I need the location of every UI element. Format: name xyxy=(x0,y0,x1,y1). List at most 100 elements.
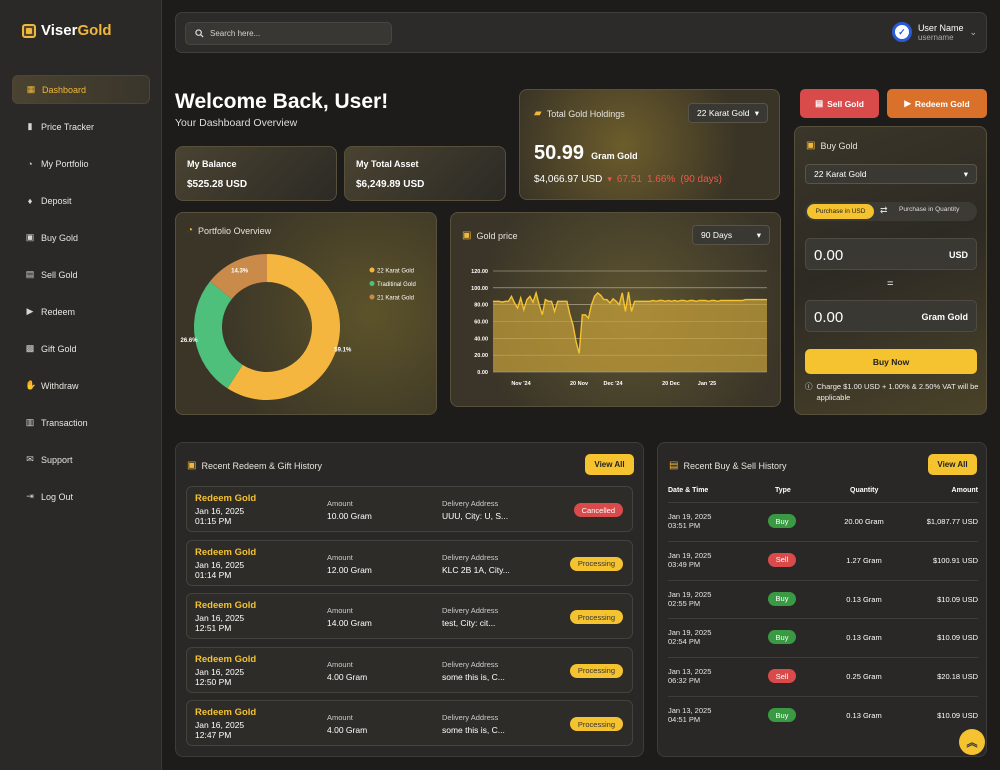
list-item[interactable]: Redeem Gold Jan 16, 2025 01:15 PM Amount 10.… xyxy=(186,486,633,532)
logo[interactable]: Viser Gold xyxy=(22,22,112,39)
y-tick-label: 40.00 xyxy=(474,336,488,342)
buy-select-value: 22 Karat Gold xyxy=(814,169,867,179)
tx-time: 02:54 PM xyxy=(668,637,701,647)
tx-datetime: Jan 19, 2025 02:55 PM xyxy=(668,590,711,608)
equals-sign: = xyxy=(887,278,894,290)
tx-time: 02:55 PM xyxy=(668,598,701,608)
gold-price-chart: 0.00 20.00 40.00 60.00 80.00 100.00 120.00 Nov … xyxy=(471,269,767,387)
status-badge: Cancelled xyxy=(573,503,623,517)
pie-chart-icon: ◔ xyxy=(187,225,194,236)
redeem-gold-label: Redeem Gold xyxy=(914,98,970,109)
table-row[interactable]: Jan 19, 2025 03:49 PM Sell 1.27 Gram $100.91… xyxy=(668,540,978,579)
redeem-address: KLC 2B 1A, City... xyxy=(442,564,510,575)
sidebar-item-label: Buy Gold xyxy=(41,232,79,243)
sidebar-item-support[interactable]: ✉ Support xyxy=(12,445,150,474)
usd-amount-field[interactable]: 0.00 USD xyxy=(805,238,977,270)
sidebar-item-label: Gift Gold xyxy=(41,343,77,354)
holdings-amount: 50.99 xyxy=(534,142,585,164)
gram-amount-field[interactable]: 0.00 Gram Gold xyxy=(805,300,977,332)
sell-gold-button[interactable]: ▤ Sell Gold xyxy=(800,89,879,118)
redeem-gold-button[interactable]: ▶ Redeem Gold xyxy=(887,89,987,118)
scroll-top-button[interactable]: ︽ xyxy=(959,729,985,755)
redeem-datetime: Jan 16, 2025 12:51 PM xyxy=(195,613,244,633)
legend-label: 21 Karat Gold xyxy=(377,296,414,302)
table-row[interactable]: Jan 19, 2025 03:51 PM Buy 20.00 Gram $1,087.… xyxy=(668,502,978,540)
redeem-address: UUU, City: U, S... xyxy=(442,511,509,521)
address-label: Delivery Address xyxy=(442,659,499,669)
tx-time: 04:51 PM xyxy=(668,715,701,724)
balance-card: My Balance $525.28 USD xyxy=(175,146,337,201)
list-item[interactable]: Redeem Gold Jan 16, 2025 12:51 PM Amount 14.… xyxy=(186,593,633,639)
buy-sell-view-all-button[interactable]: View All xyxy=(928,454,977,475)
sidebar-item-label: Log Out xyxy=(41,491,74,502)
col-quantity: Quantity xyxy=(850,487,879,494)
table-row[interactable]: Jan 13, 2025 04:51 PM Buy 0.13 Gram $10.09 U… xyxy=(668,696,978,734)
receipt-icon: ▤ xyxy=(669,460,679,471)
holdings-stats: $4,066.97 USD ▾ 67.51 1.66% (90 days) xyxy=(534,174,722,185)
pie-slice-2 xyxy=(194,281,243,389)
sidebar-item-label: Dashboard xyxy=(42,84,87,95)
search-input[interactable] xyxy=(210,29,380,38)
sidebar-item-price-tracker[interactable]: ▮ Price Tracker xyxy=(12,112,150,141)
redeem-date: Jan 16, 2025 xyxy=(195,613,245,623)
truck-icon: ▶ xyxy=(904,98,911,108)
sidebar-item-deposit[interactable]: ♦ Deposit xyxy=(12,186,150,215)
search-box[interactable] xyxy=(185,22,392,45)
redeem-view-all-button[interactable]: View All xyxy=(585,454,634,475)
period-select[interactable]: 90 Days ▾ xyxy=(692,225,770,245)
sidebar-item-withdraw[interactable]: ✋ Withdraw xyxy=(12,371,150,400)
address-label: Delivery Address xyxy=(442,713,499,722)
tx-amount: $20.18 USD xyxy=(937,672,978,682)
amount-label: Amount xyxy=(327,606,353,615)
charge-note-text: Charge $1.00 USD + 1.00% & 2.50% VAT wil… xyxy=(816,382,979,402)
tab-purchase-quantity[interactable]: Purchase in Quantity xyxy=(899,206,960,213)
tx-amount: $10.09 USD xyxy=(937,594,978,604)
sidebar-item-gift-gold[interactable]: ▩ Gift Gold xyxy=(12,334,150,363)
sidebar-item-dashboard[interactable]: ▦ Dashboard xyxy=(12,75,150,104)
list-item[interactable]: Redeem Gold Jan 16, 2025 12:50 PM Amount 4.0… xyxy=(186,646,633,693)
sidebar-item-sell-gold[interactable]: ▤ Sell Gold xyxy=(12,260,150,289)
holdings-title: Total Gold Holdings xyxy=(546,108,625,119)
sidebar-item-log-out[interactable]: ⇥ Log Out xyxy=(12,482,150,511)
redeem-amount: 4.00 Gram xyxy=(327,725,368,735)
sidebar-item-transaction[interactable]: ▥ Transaction xyxy=(12,408,150,437)
redeem-amount: 14.00 Gram xyxy=(327,618,372,628)
sidebar-item-label: Support xyxy=(41,454,73,465)
gram-unit: Gram Gold xyxy=(921,312,968,322)
sidebar-item-label: My Portfolio xyxy=(41,158,89,169)
legend-swatch xyxy=(369,267,375,273)
list-item[interactable]: Redeem Gold Jan 16, 2025 12:47 PM Amount 4.0… xyxy=(186,700,633,746)
redeem-time: 12:47 PM xyxy=(195,730,232,740)
swap-icon[interactable]: ⇄ xyxy=(880,205,888,215)
holdings-karat-select[interactable]: 22 Karat Gold ▾ xyxy=(688,103,768,123)
redeem-amount: 4.00 Gram xyxy=(327,671,368,682)
list-item[interactable]: Redeem Gold Jan 16, 2025 01:14 PM Amount 12.… xyxy=(186,539,633,586)
portfolio-title: Portfolio Overview xyxy=(198,225,272,236)
tab-purchase-usd[interactable]: Purchase in USD xyxy=(807,204,874,219)
amount-label: Amount xyxy=(327,499,353,508)
holdings-change: 67.51 xyxy=(616,174,642,185)
holdings-pct: 1.66% xyxy=(646,174,676,185)
user-menu[interactable]: ✓ User Name username ⌄ xyxy=(891,22,977,42)
tx-datetime: Jan 13, 2025 06:32 PM xyxy=(668,667,711,685)
redeem-time: 01:14 PM xyxy=(195,569,232,580)
table-row[interactable]: Jan 13, 2025 06:32 PM Sell 0.25 Gram $20.18 … xyxy=(668,657,978,695)
sidebar-item-my-portfolio[interactable]: ◔ My Portfolio xyxy=(12,149,150,178)
tx-date: Jan 19, 2025 xyxy=(668,628,712,638)
pie-slice-3 xyxy=(209,254,267,299)
redeem-time: 12:51 PM xyxy=(195,623,232,633)
buy-karat-select[interactable]: 22 Karat Gold ▾ xyxy=(805,164,977,184)
double-chevron-up-icon: ︽ xyxy=(966,737,978,749)
redeem-title: Redeem Gold xyxy=(195,653,257,665)
sidebar-item-buy-gold[interactable]: ▣ Buy Gold xyxy=(12,223,150,252)
caret-down-icon: ▾ xyxy=(963,168,968,179)
table-row[interactable]: Jan 19, 2025 02:54 PM Buy 0.13 Gram $10.09 U… xyxy=(668,618,978,656)
buy-now-button[interactable]: Buy Now xyxy=(805,349,977,374)
holdings-amount-wrap: 50.99 Gram Gold xyxy=(534,142,638,165)
x-tick-label: 20 Dec xyxy=(662,381,680,387)
y-tick-label: 80.00 xyxy=(474,303,488,309)
sidebar-item-redeem[interactable]: ▶ Redeem xyxy=(12,297,150,326)
table-row[interactable]: Jan 19, 2025 02:55 PM Buy 0.13 Gram $10.09 U… xyxy=(668,579,978,618)
triangle-down-icon: ▾ xyxy=(607,174,612,184)
sidebar-nav: ▦ Dashboard ▮ Price Tracker ◔ My Portfolio ♦ De… xyxy=(12,75,150,519)
